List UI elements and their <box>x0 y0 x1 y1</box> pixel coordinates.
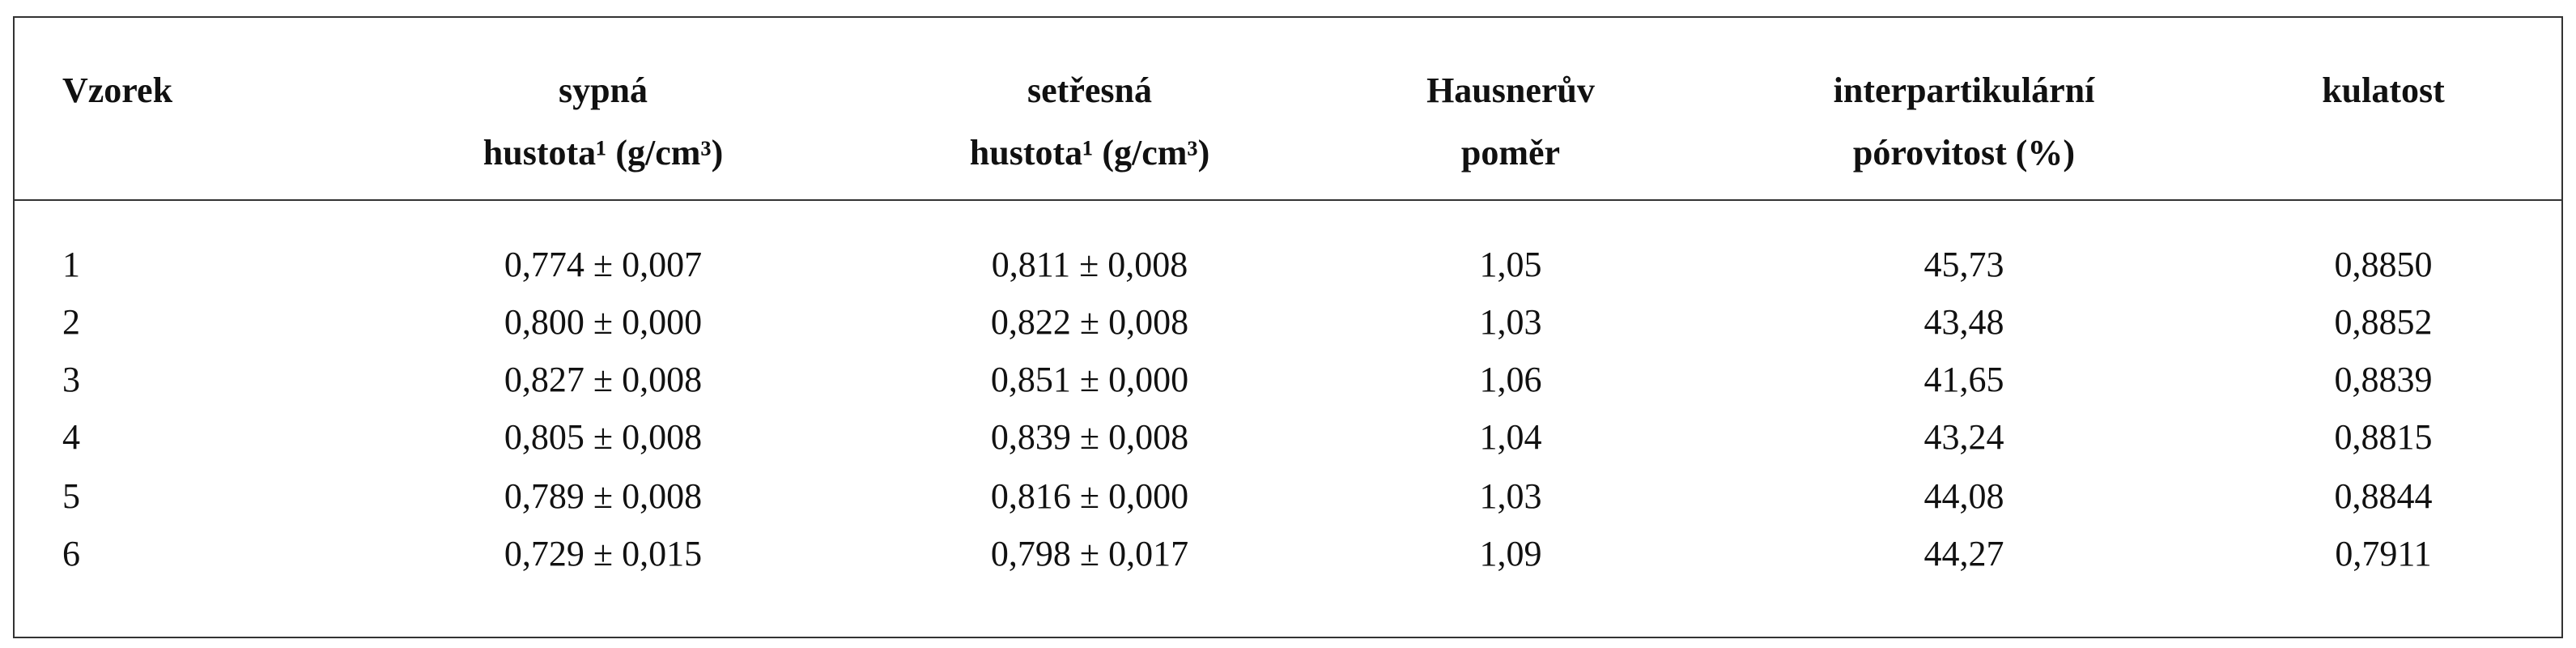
header-cell: poměr <box>1460 133 1561 173</box>
table-border <box>13 16 2563 638</box>
table-cell: 1 <box>62 245 80 284</box>
table-cell: 1,03 <box>1479 476 1542 516</box>
table-cell: 0,800 ± 0,000 <box>504 302 703 342</box>
header-cell: hustota¹ (g/cm³) <box>969 133 1210 173</box>
table-cell: 1,05 <box>1479 245 1542 284</box>
table-cell: 0,839 ± 0,008 <box>990 417 1189 457</box>
table-cell: 1,04 <box>1479 417 1542 457</box>
header-cell: Vzorek <box>62 70 173 110</box>
table-cell: 0,851 ± 0,000 <box>990 360 1189 399</box>
table-cell: 43,24 <box>1923 417 2004 457</box>
table-cell: 0,7911 <box>2335 534 2432 573</box>
table-cell: 0,822 ± 0,008 <box>990 302 1189 342</box>
table-cell: 43,48 <box>1923 302 2004 342</box>
table-cell: 45,73 <box>1923 245 2004 284</box>
table-cell: 1,03 <box>1479 302 1542 342</box>
header-rule <box>15 199 2561 201</box>
table-cell: 1,06 <box>1479 360 1542 399</box>
table-cell: 44,08 <box>1923 476 2004 516</box>
table-cell: 0,774 ± 0,007 <box>504 245 703 284</box>
table-cell: 44,27 <box>1923 534 2004 573</box>
table-cell: 3 <box>62 360 80 399</box>
table-cell: 0,8839 <box>2334 360 2433 399</box>
table-cell: 6 <box>62 534 80 573</box>
table-cell: 1,09 <box>1479 534 1542 573</box>
header-cell: kulatost <box>2322 70 2445 110</box>
header-cell: setřesná <box>1027 70 1152 110</box>
table-cell: 0,798 ± 0,017 <box>990 534 1189 573</box>
header-cell: pórovitost (%) <box>1852 133 2076 173</box>
table-cell: 2 <box>62 302 80 342</box>
table-cell: 0,729 ± 0,015 <box>504 534 703 573</box>
table-cell: 0,8844 <box>2334 476 2433 516</box>
table-cell: 0,789 ± 0,008 <box>504 476 703 516</box>
table-cell: 0,811 ± 0,008 <box>991 245 1188 284</box>
table-cell: 0,8852 <box>2334 302 2433 342</box>
header-cell: sypná <box>558 70 648 110</box>
table-cell: 0,827 ± 0,008 <box>504 360 703 399</box>
header-cell: Hausnerův <box>1426 70 1595 110</box>
table-cell: 0,805 ± 0,008 <box>504 417 703 457</box>
table-cell: 0,816 ± 0,000 <box>990 476 1189 516</box>
table-cell: 5 <box>62 476 80 516</box>
table-cell: 0,8850 <box>2334 245 2433 284</box>
table-cell: 41,65 <box>1923 360 2004 399</box>
table-cell: 0,8815 <box>2334 417 2433 457</box>
table-cell: 4 <box>62 417 80 457</box>
header-cell: hustota¹ (g/cm³) <box>482 133 724 173</box>
header-cell: interpartikulární <box>1833 70 2095 110</box>
